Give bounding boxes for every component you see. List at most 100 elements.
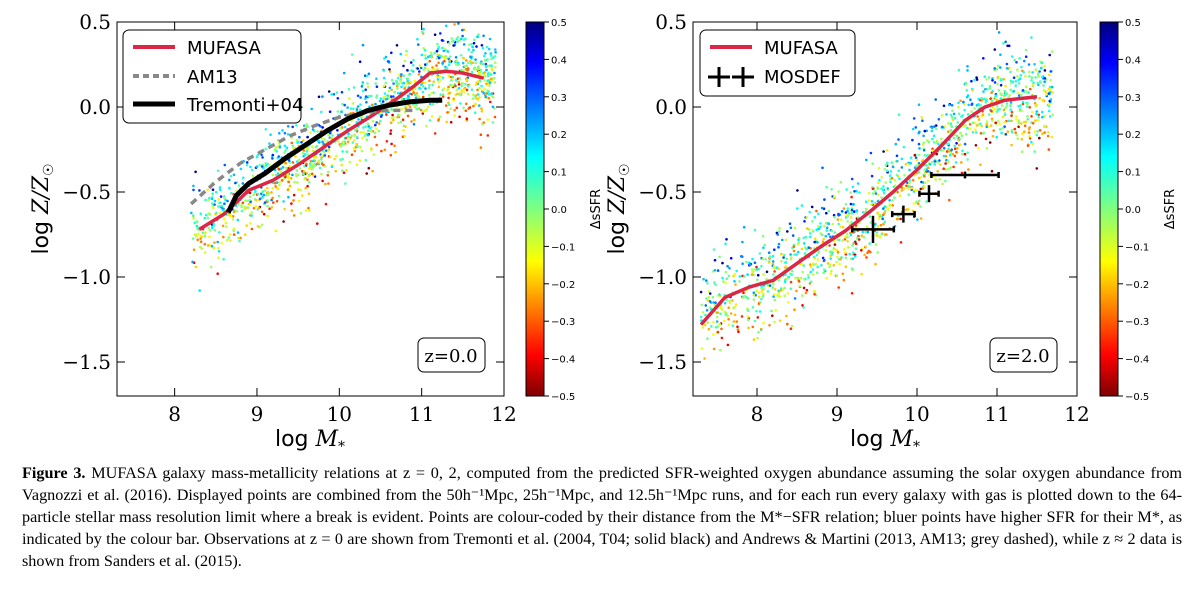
scatter-point bbox=[1029, 87, 1032, 91]
scatter-point bbox=[990, 109, 993, 113]
scatter-point bbox=[836, 218, 840, 221]
scatter-point bbox=[846, 220, 849, 223]
scatter-point bbox=[729, 312, 733, 315]
scatter-point bbox=[1038, 96, 1041, 100]
scatter-point bbox=[453, 114, 456, 117]
scatter-point bbox=[241, 201, 245, 205]
scatter-point bbox=[425, 62, 429, 65]
scatter-point bbox=[741, 240, 744, 244]
scatter-point bbox=[393, 90, 397, 94]
scatter-point bbox=[225, 221, 228, 225]
scatter-point bbox=[964, 132, 968, 136]
scatter-point bbox=[359, 96, 362, 99]
scatter-point bbox=[422, 110, 425, 113]
scatter-point bbox=[489, 100, 492, 104]
scatter-point bbox=[1047, 109, 1051, 113]
scatter-point bbox=[392, 95, 395, 98]
scatter-point bbox=[909, 161, 912, 165]
scatter-point bbox=[273, 181, 277, 185]
scatter-point bbox=[752, 293, 756, 297]
scatter-point bbox=[325, 149, 328, 152]
svg-text:z=0.0: z=0.0 bbox=[424, 346, 477, 367]
scatter-point bbox=[256, 225, 260, 228]
colorbar-tick-label: 0.2 bbox=[1125, 130, 1141, 141]
scatter-point bbox=[350, 53, 354, 56]
scatter-point bbox=[835, 260, 838, 264]
scatter-point bbox=[401, 118, 405, 121]
scatter-point bbox=[763, 243, 767, 247]
scatter-point bbox=[734, 303, 738, 306]
scatter-point bbox=[222, 257, 225, 261]
scatter-point bbox=[895, 217, 899, 221]
scatter-point bbox=[991, 134, 995, 138]
scatter-point bbox=[1013, 58, 1017, 62]
scatter-point bbox=[217, 250, 221, 253]
scatter-point bbox=[827, 209, 831, 213]
scatter-point bbox=[793, 253, 796, 256]
scatter-point bbox=[731, 299, 734, 302]
scatter-point bbox=[313, 162, 317, 166]
scatter-point bbox=[914, 126, 918, 129]
y-tick-label: −1.0 bbox=[62, 265, 111, 289]
scatter-point bbox=[906, 187, 910, 190]
scatter-point bbox=[960, 134, 964, 137]
scatter-point bbox=[864, 245, 867, 248]
scatter-point bbox=[382, 95, 386, 99]
scatter-point bbox=[900, 189, 904, 192]
scatter-point bbox=[477, 93, 480, 96]
scatter-point bbox=[335, 91, 339, 94]
scatter-point bbox=[435, 64, 438, 67]
scatter-point bbox=[305, 150, 309, 153]
scatter-point bbox=[466, 67, 470, 70]
scatter-point bbox=[217, 198, 220, 201]
scatter-point bbox=[195, 220, 198, 223]
scatter-point bbox=[955, 134, 959, 138]
scatter-point bbox=[353, 149, 357, 153]
scatter-point bbox=[784, 261, 788, 264]
scatter-point bbox=[400, 107, 404, 111]
scatter-point bbox=[919, 187, 923, 191]
scatter-point bbox=[772, 293, 776, 296]
scatter-point bbox=[768, 284, 772, 287]
scatter-point bbox=[960, 161, 963, 164]
scatter-point bbox=[917, 162, 921, 165]
scatter-point bbox=[421, 112, 425, 115]
scatter-point bbox=[803, 242, 806, 245]
scatter-point bbox=[232, 227, 236, 231]
scatter-point bbox=[761, 294, 765, 298]
scatter-point bbox=[704, 304, 708, 307]
scatter-point bbox=[386, 94, 389, 97]
scatter-point bbox=[746, 309, 750, 312]
scatter-point bbox=[790, 324, 794, 328]
scatter-point bbox=[912, 117, 916, 120]
scatter-point bbox=[463, 64, 467, 68]
scatter-point bbox=[459, 54, 463, 57]
scatter-point bbox=[277, 168, 281, 171]
scatter-point bbox=[461, 81, 464, 85]
scatter-point bbox=[756, 278, 759, 282]
scatter-point bbox=[728, 301, 732, 305]
scatter-point bbox=[979, 122, 982, 126]
scatter-point bbox=[263, 201, 267, 204]
scatter-point bbox=[1019, 93, 1023, 97]
scatter-point bbox=[882, 150, 885, 153]
scatter-point bbox=[372, 153, 376, 156]
scatter-point bbox=[209, 265, 213, 269]
scatter-point bbox=[911, 138, 914, 142]
scatter-point bbox=[891, 199, 894, 202]
scatter-point bbox=[973, 78, 976, 82]
scatter-point bbox=[421, 30, 424, 34]
scatter-point bbox=[953, 147, 957, 150]
scatter-point bbox=[897, 169, 900, 173]
scatter-point bbox=[452, 44, 455, 47]
scatter-point bbox=[453, 108, 457, 112]
scatter-point bbox=[1000, 131, 1003, 135]
scatter-point bbox=[232, 173, 236, 177]
scatter-point bbox=[448, 42, 451, 45]
scatter-point bbox=[284, 161, 288, 165]
scatter-point bbox=[946, 159, 950, 162]
scatter-point bbox=[844, 211, 848, 214]
scatter-point bbox=[823, 258, 826, 262]
scatter-point bbox=[760, 297, 763, 301]
scatter-point bbox=[1007, 44, 1011, 48]
